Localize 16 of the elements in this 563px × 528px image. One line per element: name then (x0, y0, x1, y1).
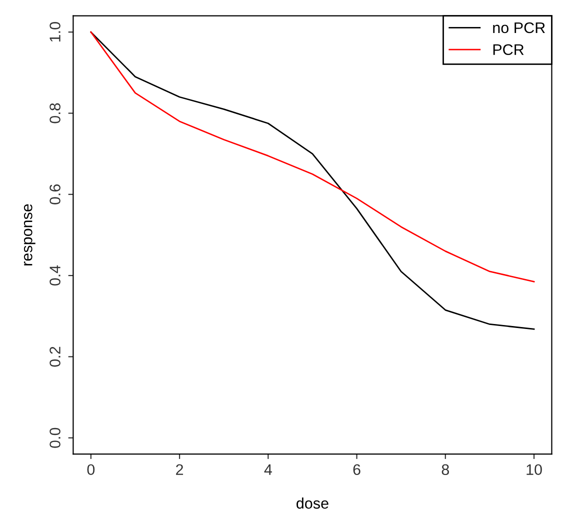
y-axis-title: response (24, 204, 36, 266)
x-tick-label: 8 (442, 464, 449, 476)
y-tick-label: 0.6 (50, 184, 60, 204)
legend-label: no PCR (493, 22, 545, 34)
x-tick-label: 4 (264, 464, 272, 475)
y-tick-label: 0.8 (50, 103, 60, 124)
x-tick-label: 10 (526, 464, 542, 476)
x-tick-label: 0 (87, 464, 95, 476)
y-tick-label: 0.4 (50, 265, 60, 286)
y-tick-label: 1.0 (50, 22, 60, 42)
y-tick-label: 0.2 (50, 346, 60, 367)
x-tick-label: 2 (176, 464, 184, 475)
legend-label: PCR (493, 44, 524, 56)
x-axis-title: dose (296, 497, 328, 509)
x-tick-label: 6 (353, 464, 360, 476)
y-tick-label: 0.0 (50, 428, 60, 448)
